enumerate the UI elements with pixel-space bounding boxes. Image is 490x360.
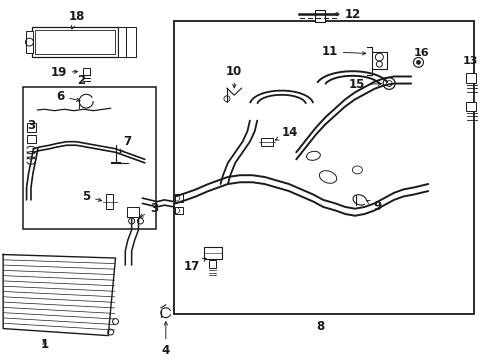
Text: 4: 4 [162,322,170,357]
Ellipse shape [319,171,337,183]
Text: 3: 3 [27,120,35,132]
Text: 10: 10 [226,64,243,88]
Text: 11: 11 [321,45,366,58]
Text: 6: 6 [56,90,80,103]
Text: 9: 9 [367,201,381,213]
Bar [174,194,183,202]
Text: 12: 12 [334,8,362,21]
Bar [204,247,222,258]
Bar [174,207,183,214]
Bar [27,123,36,132]
Bar [126,207,139,217]
Bar [126,27,136,57]
Circle shape [416,60,420,64]
Text: 7: 7 [120,135,132,153]
Bar [261,138,273,146]
Text: 17: 17 [184,258,206,273]
Text: 16: 16 [414,48,430,58]
Text: 18: 18 [68,10,85,29]
Bar [174,21,474,314]
Bar [32,27,118,57]
Bar [209,260,216,267]
Text: 13: 13 [463,56,478,66]
Bar [83,68,90,75]
Text: 5: 5 [82,190,101,203]
Bar [315,10,325,22]
Text: 14: 14 [275,126,298,140]
Text: 2: 2 [77,73,85,86]
Bar [106,194,113,210]
Text: 15: 15 [348,78,381,91]
Text: 3: 3 [140,202,158,217]
Text: 8: 8 [317,320,325,333]
Ellipse shape [306,151,320,160]
Bar [26,31,33,53]
Text: 1: 1 [41,338,49,351]
Bar [35,30,115,54]
Text: 19: 19 [50,67,77,80]
Bar [118,27,126,57]
Bar [466,73,476,83]
Bar [23,87,156,229]
Bar [27,135,36,144]
Bar [466,102,476,111]
